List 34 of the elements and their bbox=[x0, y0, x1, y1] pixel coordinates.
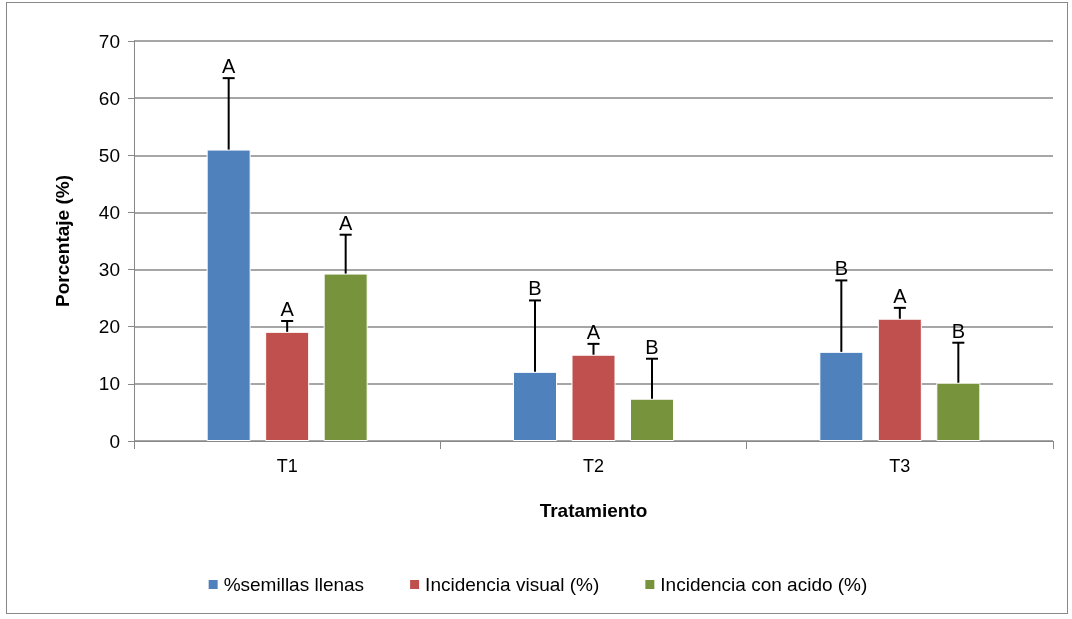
y-tick-label: 70 bbox=[98, 30, 120, 52]
bar bbox=[265, 331, 310, 441]
annotation: B bbox=[834, 257, 849, 280]
annotation: A bbox=[338, 211, 353, 234]
y-tick-label: 0 bbox=[109, 430, 120, 452]
y-tick-label: 60 bbox=[98, 87, 120, 109]
bar bbox=[819, 351, 864, 441]
x-tick-label: T3 bbox=[889, 456, 911, 476]
legend-label: %semillas llenas bbox=[223, 574, 365, 595]
annotation: A bbox=[586, 320, 601, 343]
annotation: B bbox=[951, 319, 966, 342]
annotation: A bbox=[893, 284, 908, 307]
bar bbox=[936, 382, 981, 441]
bar bbox=[323, 273, 368, 441]
bar bbox=[513, 371, 557, 441]
y-tick-label: 30 bbox=[98, 259, 120, 281]
y-tick-label: 50 bbox=[98, 144, 120, 166]
x-tick-label: T2 bbox=[582, 456, 605, 476]
x-tick-label: T1 bbox=[276, 456, 298, 476]
y-tick-label: 10 bbox=[98, 373, 120, 395]
annotation: B bbox=[528, 277, 542, 300]
y-tick-label: 20 bbox=[98, 316, 120, 338]
bar bbox=[206, 149, 251, 441]
annotation: A bbox=[221, 55, 236, 78]
y-tick-label: 40 bbox=[98, 201, 120, 223]
annotation: B bbox=[645, 335, 659, 358]
bar bbox=[877, 318, 922, 441]
legend-label: Incidencia visual (%) bbox=[425, 574, 600, 595]
bar bbox=[571, 354, 616, 441]
annotation: A bbox=[280, 298, 295, 320]
y-axis-title: Porcentaje (%) bbox=[52, 175, 73, 307]
bar bbox=[630, 398, 674, 441]
legend-label: Incidencia con acido (%) bbox=[660, 574, 868, 595]
x-axis-title: Tratamiento bbox=[539, 500, 648, 521]
